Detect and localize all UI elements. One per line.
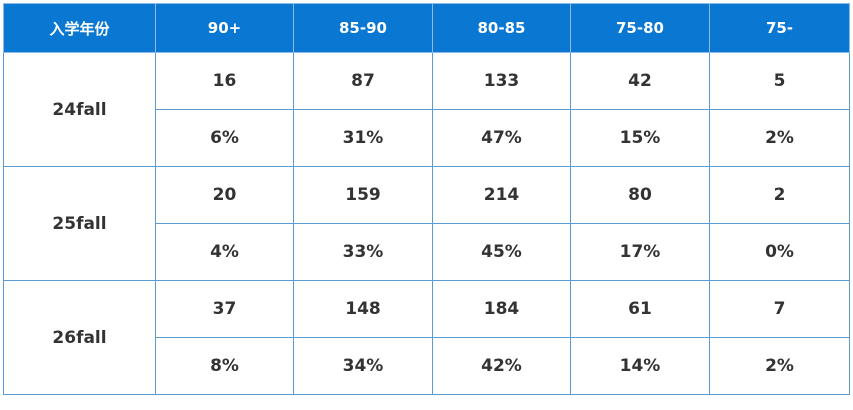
percent-cell: 6% [155, 109, 294, 167]
percent-cell: 34% [293, 337, 433, 395]
percent-row: 8% 34% 42% 14% 2% [4, 337, 850, 395]
group-label: 25fall [3, 166, 156, 281]
count-cell: 133 [432, 52, 571, 110]
percent-cell: 42% [432, 337, 571, 395]
percent-cell: 31% [293, 109, 433, 167]
count-cell: 87 [293, 52, 433, 110]
admission-table: 入学年份 90+ 85-90 80-85 75-80 75- 24fall 16 87 133 4… [3, 3, 850, 395]
count-cell: 42 [570, 52, 710, 110]
header-cell: 85-90 [293, 3, 433, 53]
count-cell: 214 [432, 166, 571, 224]
count-cell: 37 [155, 280, 294, 338]
header-cell: 75- [709, 3, 850, 53]
count-cell: 148 [293, 280, 433, 338]
count-cell: 184 [432, 280, 571, 338]
percent-cell: 0% [709, 223, 850, 281]
header-row: 入学年份 90+ 85-90 80-85 75-80 75- [3, 3, 850, 53]
percent-cell: 17% [570, 223, 710, 281]
count-cell: 159 [293, 166, 433, 224]
percent-cell: 47% [432, 109, 571, 167]
count-cell: 80 [570, 166, 710, 224]
percent-cell: 2% [709, 109, 850, 167]
percent-cell: 45% [432, 223, 571, 281]
count-row: 24fall 16 87 133 42 5 [3, 52, 850, 167]
count-cell: 2 [709, 166, 850, 224]
percent-cell: 33% [293, 223, 433, 281]
table-body: 24fall 16 87 133 42 5 6% 31% 47% 15% 2% 25fall 20 159… [3, 52, 850, 395]
count-cell: 61 [570, 280, 710, 338]
percent-cell: 4% [155, 223, 294, 281]
count-cell: 20 [155, 166, 294, 224]
percent-row: 6% 31% 47% 15% 2% [4, 109, 850, 167]
percent-row: 4% 33% 45% 17% 0% [4, 223, 850, 281]
group-label: 26fall [3, 280, 156, 395]
count-cell: 5 [709, 52, 850, 110]
table-wrapper: 入学年份 90+ 85-90 80-85 75-80 75- 24fall 16 87 133 4… [3, 3, 850, 395]
percent-cell: 2% [709, 337, 850, 395]
count-row: 26fall 37 148 184 61 7 [3, 280, 850, 395]
count-cell: 16 [155, 52, 294, 110]
count-cell: 7 [709, 280, 850, 338]
percent-cell: 8% [155, 337, 294, 395]
percent-cell: 14% [570, 337, 710, 395]
header-cell: 75-80 [570, 3, 710, 53]
header-cell: 80-85 [432, 3, 571, 53]
group-label: 24fall [3, 52, 156, 167]
count-row: 25fall 20 159 214 80 2 [3, 166, 850, 281]
header-cell: 90+ [155, 3, 294, 53]
header-cell: 入学年份 [3, 3, 156, 53]
percent-cell: 15% [570, 109, 710, 167]
